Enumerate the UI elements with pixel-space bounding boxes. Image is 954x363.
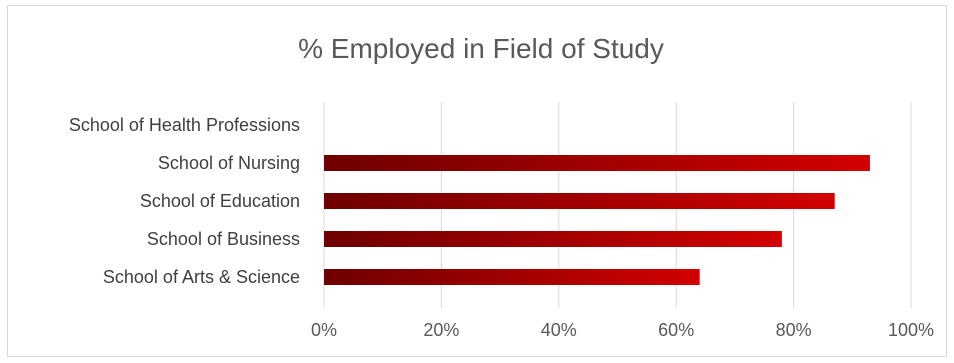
x-tick-label: 100%: [888, 320, 934, 340]
bars: [324, 155, 870, 285]
category-label: School of Nursing: [158, 153, 300, 173]
category-label: School of Business: [147, 229, 300, 249]
category-label: School of Arts & Science: [103, 267, 300, 287]
bar: [324, 193, 835, 209]
x-tick-label: 20%: [423, 320, 459, 340]
x-tick-label: 0%: [311, 320, 337, 340]
x-axis-tick-labels: 0% 20% 40% 60% 80% 100%: [311, 320, 934, 340]
bar: [324, 231, 782, 247]
chart-frame: [7, 5, 947, 357]
x-tick-label: 60%: [658, 320, 694, 340]
category-labels: School of Health Professions School of Nu…: [69, 115, 300, 287]
bar: [324, 269, 700, 285]
category-label: School of Education: [140, 191, 300, 211]
chart-title: % Employed in Field of Study: [298, 33, 664, 64]
x-tick-label: 40%: [541, 320, 577, 340]
category-label: School of Health Professions: [69, 115, 300, 135]
x-tick-label: 80%: [776, 320, 812, 340]
bar: [324, 155, 870, 171]
